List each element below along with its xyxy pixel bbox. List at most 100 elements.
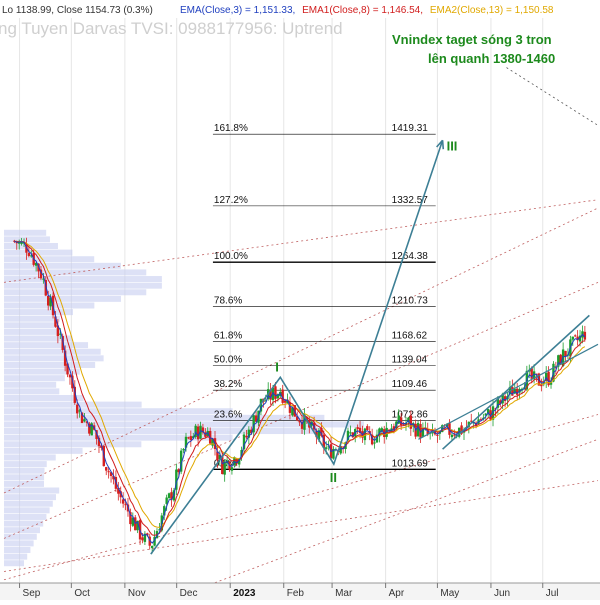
volume-profile-bar xyxy=(4,395,84,401)
candle-body xyxy=(88,423,91,434)
candle-body xyxy=(167,493,171,498)
candle-body xyxy=(71,375,74,389)
volume-profile-bar xyxy=(4,381,57,388)
candle-body xyxy=(150,545,154,549)
candle-body xyxy=(97,437,101,447)
volume-profile-bar xyxy=(4,467,45,474)
candle-body xyxy=(80,412,84,424)
candle-body xyxy=(76,404,79,414)
candle-body xyxy=(547,371,550,386)
fib-value-label: 1139.04 xyxy=(392,355,428,366)
uptrend-lower-line xyxy=(418,343,599,440)
ema-mid-line xyxy=(14,240,585,536)
wave-label: I xyxy=(275,359,279,374)
candle-body xyxy=(283,400,287,403)
candle-body xyxy=(179,450,183,472)
candle-body xyxy=(107,471,110,473)
volume-profile-bar xyxy=(4,487,60,494)
candle-body xyxy=(252,415,255,433)
candle-body xyxy=(416,423,420,437)
candle-body xyxy=(95,430,98,439)
x-tick-label: May xyxy=(440,588,459,599)
candle-body xyxy=(163,506,166,516)
fib-percent-label: 38.2% xyxy=(214,379,242,390)
candle-body xyxy=(421,427,425,437)
candle-body xyxy=(247,429,251,438)
candle-body xyxy=(373,442,376,444)
x-axis-band xyxy=(0,583,600,600)
candle-body xyxy=(27,252,31,256)
volume-profile-bar xyxy=(4,414,325,421)
candle-body xyxy=(453,434,456,436)
candle-body xyxy=(78,410,81,412)
candle-body xyxy=(317,430,321,440)
volume-profile-bar xyxy=(4,249,73,256)
candle-body xyxy=(170,492,173,500)
candle-body xyxy=(42,278,45,280)
candle-body xyxy=(83,419,86,422)
candle-body xyxy=(583,331,587,340)
volume-profile-bar xyxy=(4,315,60,322)
candle-body xyxy=(576,336,579,341)
candle-body xyxy=(288,402,292,413)
candle-body xyxy=(540,384,543,387)
fib-value-label: 1332.57 xyxy=(392,195,429,206)
candle-body xyxy=(223,461,226,475)
candle-body xyxy=(390,428,393,433)
candle-body xyxy=(542,382,545,385)
volume-profile-bar xyxy=(4,547,31,553)
candle-body xyxy=(470,420,473,422)
candle-body xyxy=(13,240,16,242)
fib-percent-label: 100.0% xyxy=(214,251,248,262)
candle-body xyxy=(264,400,267,402)
ema-fast-line xyxy=(14,240,586,544)
candle-body xyxy=(259,398,263,412)
volume-profile-bar xyxy=(4,348,101,355)
candle-body xyxy=(121,499,125,504)
candle-body xyxy=(356,427,359,430)
candle-body xyxy=(530,368,533,379)
candle-body xyxy=(399,417,403,426)
candle-body xyxy=(148,536,151,546)
candle-body xyxy=(39,269,43,279)
dotted-trendline xyxy=(3,480,599,572)
candle-body xyxy=(574,335,577,337)
fib-value-label: 1419.31 xyxy=(392,123,429,134)
volume-profile-bar xyxy=(4,540,34,547)
candle-body xyxy=(61,336,64,351)
ema-slow-label: EMA2(Close,13) = 1,150.58 xyxy=(430,5,554,16)
candle-body xyxy=(230,467,234,471)
candle-body xyxy=(339,446,342,454)
watermark-title: ng Tuyen Darvas TVSI: 0988177956: Uptren… xyxy=(0,19,343,38)
x-tick-label: Jun xyxy=(494,588,510,599)
dotted-trendline xyxy=(200,438,599,589)
candle-body xyxy=(380,428,384,431)
volume-profile-bar xyxy=(4,421,365,428)
volume-profile-bar xyxy=(4,533,37,540)
candle-body xyxy=(300,421,304,429)
candle-body xyxy=(63,350,67,366)
fib-value-label: 1072.86 xyxy=(392,409,429,420)
volume-profile-bar xyxy=(4,480,45,487)
candle-body xyxy=(221,455,224,475)
candle-body xyxy=(436,434,439,436)
volume-profile-bar xyxy=(4,342,89,349)
candle-body xyxy=(346,430,350,440)
candle-body xyxy=(105,467,108,471)
volume-profile-bar xyxy=(4,553,28,560)
fib-value-label: 1210.73 xyxy=(392,296,429,307)
candle-body xyxy=(30,255,33,257)
candle-body xyxy=(269,389,272,400)
volume-profile-bar xyxy=(4,461,47,468)
candle-body xyxy=(216,451,219,461)
x-tick-label: Mar xyxy=(335,588,353,599)
candle-body xyxy=(59,333,62,335)
candle-body xyxy=(281,389,284,403)
candle-body xyxy=(192,436,195,439)
candle-body xyxy=(85,421,89,423)
candle-body xyxy=(559,354,562,365)
candle-body xyxy=(90,423,93,436)
uptrend-line xyxy=(442,314,590,450)
candle-body xyxy=(189,436,193,440)
wave-label: III xyxy=(447,138,458,153)
